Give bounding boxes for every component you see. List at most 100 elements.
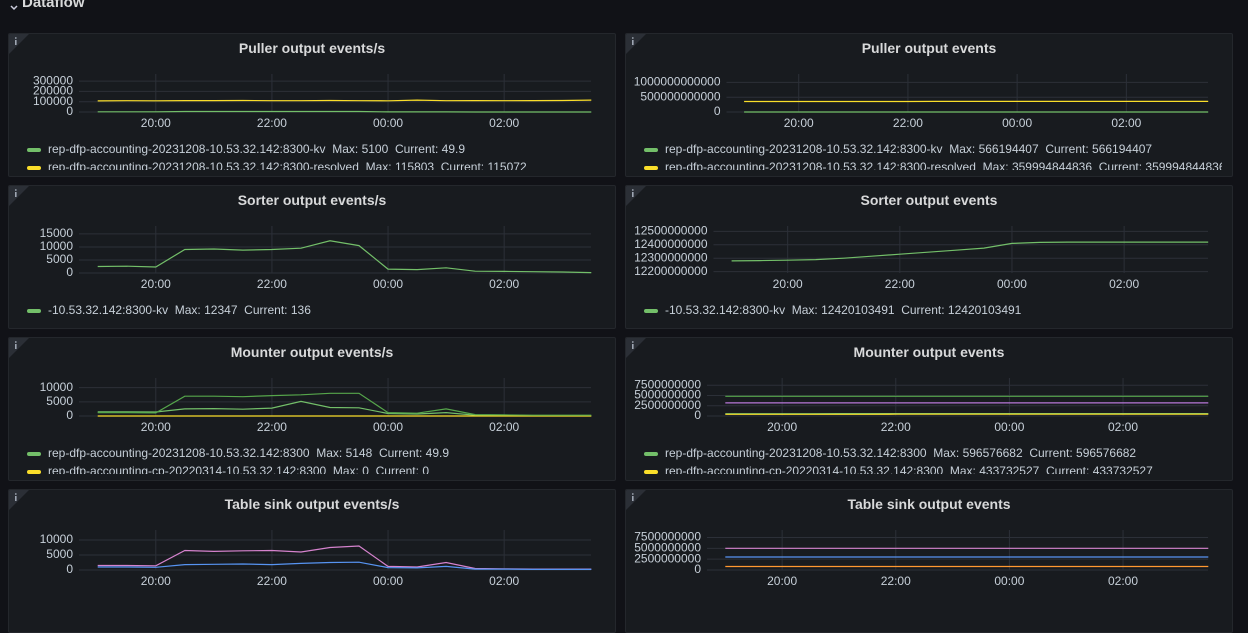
legend-item[interactable]: rep-dfp-accounting-20231208-10.53.32.142… — [27, 158, 605, 170]
legend-stat-label: Max: — [366, 160, 392, 170]
info-icon-dot — [15, 493, 17, 495]
legend-stat: 49.9 — [426, 446, 449, 460]
legend: rep-dfp-accounting-20231208-10.53.32.142… — [27, 444, 605, 474]
legend: rep-dfp-accounting-20231208-10.53.32.142… — [644, 140, 1222, 170]
info-icon-dot — [632, 493, 634, 495]
legend-name: rep-dfp-accounting-cp-20220314-10.53.32.… — [665, 464, 943, 474]
legend-stat-label: Max: — [933, 446, 959, 460]
series-line — [98, 393, 592, 415]
series-line — [98, 112, 592, 113]
legend-stat-label: Current: — [1029, 446, 1072, 460]
panel-title[interactable]: Table sink output events — [626, 496, 1232, 512]
x-tick-label: 20:00 — [784, 116, 814, 130]
x-tick-label: 00:00 — [994, 420, 1024, 434]
panel-title[interactable]: Puller output events/s — [9, 40, 615, 56]
legend-stat: 49.9 — [442, 142, 465, 156]
row-chevron[interactable] — [8, 2, 20, 14]
legend-name: rep-dfp-accounting-20231208-10.53.32.142… — [48, 446, 310, 460]
legend-swatch — [644, 166, 658, 170]
x-tick-label: 00:00 — [373, 277, 403, 291]
row-title[interactable]: Dataflow — [22, 0, 85, 11]
y-tick-label: 0 — [66, 408, 73, 422]
x-tick-label: 22:00 — [881, 420, 911, 434]
legend-name: -10.53.32.142:8300-kv — [48, 303, 168, 317]
x-tick-label: 22:00 — [257, 116, 287, 130]
legend-stat: 115072 — [487, 160, 526, 170]
y-tick-label: 7500000000 — [634, 530, 701, 544]
legend-stat-label: Current: — [901, 303, 944, 317]
panel-title[interactable]: Table sink output events/s — [9, 496, 615, 512]
y-tick-label: 12500000000 — [634, 224, 708, 238]
x-tick-label: 22:00 — [257, 277, 287, 291]
legend-item[interactable]: rep-dfp-accounting-cp-20220314-10.53.32.… — [27, 462, 605, 474]
x-tick-label: 20:00 — [767, 420, 797, 434]
series-line — [98, 241, 592, 273]
series-line — [98, 562, 592, 569]
y-tick-label: 12300000000 — [634, 250, 708, 264]
legend-name: rep-dfp-accounting-20231208-10.53.32.142… — [665, 446, 927, 460]
legend-name: -10.53.32.142:8300-kv — [665, 303, 785, 317]
legend-item[interactable]: -10.53.32.142:8300-kv Max: 12420103491 C… — [644, 301, 1222, 319]
legend-stat: 5148 — [346, 446, 373, 460]
x-tick-label: 00:00 — [997, 277, 1027, 291]
y-tick-label: 300000 — [33, 73, 73, 87]
legend-stat-label: Current: — [395, 142, 438, 156]
x-tick-label: 22:00 — [885, 277, 915, 291]
legend-item[interactable]: rep-dfp-accounting-20231208-10.53.32.142… — [27, 140, 605, 158]
x-tick-label: 02:00 — [489, 116, 519, 130]
legend-item[interactable]: rep-dfp-accounting-20231208-10.53.32.142… — [644, 140, 1222, 158]
x-tick-label: 02:00 — [489, 420, 519, 434]
legend-swatch — [644, 452, 658, 456]
legend: -10.53.32.142:8300-kv Max: 12347 Current… — [27, 301, 605, 322]
panel-title[interactable]: Sorter output events/s — [9, 192, 615, 208]
legend-stat: 433732527 — [979, 464, 1039, 474]
legend-item[interactable]: -10.53.32.142:8300-kv Max: 12347 Current… — [27, 301, 605, 319]
y-tick-label: 10000 — [40, 239, 74, 253]
legend-item[interactable]: rep-dfp-accounting-20231208-10.53.32.142… — [644, 444, 1222, 462]
legend-stat-label: Current: — [376, 464, 419, 474]
info-icon-dot — [15, 189, 17, 191]
y-tick-label: 7500000000 — [634, 377, 701, 391]
legend-stat-label: Max: — [983, 160, 1009, 170]
legend-stat: 596576682 — [1076, 446, 1136, 460]
x-tick-label: 02:00 — [489, 574, 519, 588]
legend-swatch — [27, 470, 41, 474]
legend-stat-label: Current: — [441, 160, 484, 170]
legend-item[interactable]: rep-dfp-accounting-20231208-10.53.32.142… — [644, 158, 1222, 170]
y-tick-label: 5000 — [46, 252, 73, 266]
panel-title[interactable]: Puller output events — [626, 40, 1232, 56]
x-tick-label: 00:00 — [373, 574, 403, 588]
legend-item[interactable]: rep-dfp-accounting-cp-20220314-10.53.32.… — [644, 462, 1222, 474]
y-tick-label: 5000 — [46, 394, 73, 408]
info-icon-dot — [15, 37, 17, 39]
legend-stat-label: Max: — [332, 142, 358, 156]
legend-stat: 0 — [362, 464, 369, 474]
y-tick-label: 0 — [66, 265, 73, 279]
panel-title[interactable]: Mounter output events/s — [9, 344, 615, 360]
x-tick-label: 22:00 — [893, 116, 923, 130]
panel-title[interactable]: Sorter output events — [626, 192, 1232, 208]
legend-stat-label: Current: — [1046, 464, 1089, 474]
y-tick-label: 0 — [66, 562, 73, 576]
legend-swatch — [27, 148, 41, 152]
x-tick-label: 00:00 — [373, 420, 403, 434]
legend-stat: 566194407 — [979, 142, 1039, 156]
legend-swatch — [27, 452, 41, 456]
legend-stat: 0 — [422, 464, 429, 474]
legend-swatch — [644, 470, 658, 474]
x-tick-label: 02:00 — [1111, 116, 1141, 130]
legend-swatch — [644, 148, 658, 152]
panel-title[interactable]: Mounter output events — [626, 344, 1232, 360]
x-tick-label: 00:00 — [994, 574, 1024, 588]
legend-stat: 115803 — [395, 160, 434, 170]
legend-item[interactable]: rep-dfp-accounting-20231208-10.53.32.142… — [27, 444, 605, 462]
legend-swatch — [27, 309, 41, 313]
legend-stat: 359994844836 — [1145, 160, 1222, 170]
y-tick-label: 5000 — [46, 547, 73, 561]
